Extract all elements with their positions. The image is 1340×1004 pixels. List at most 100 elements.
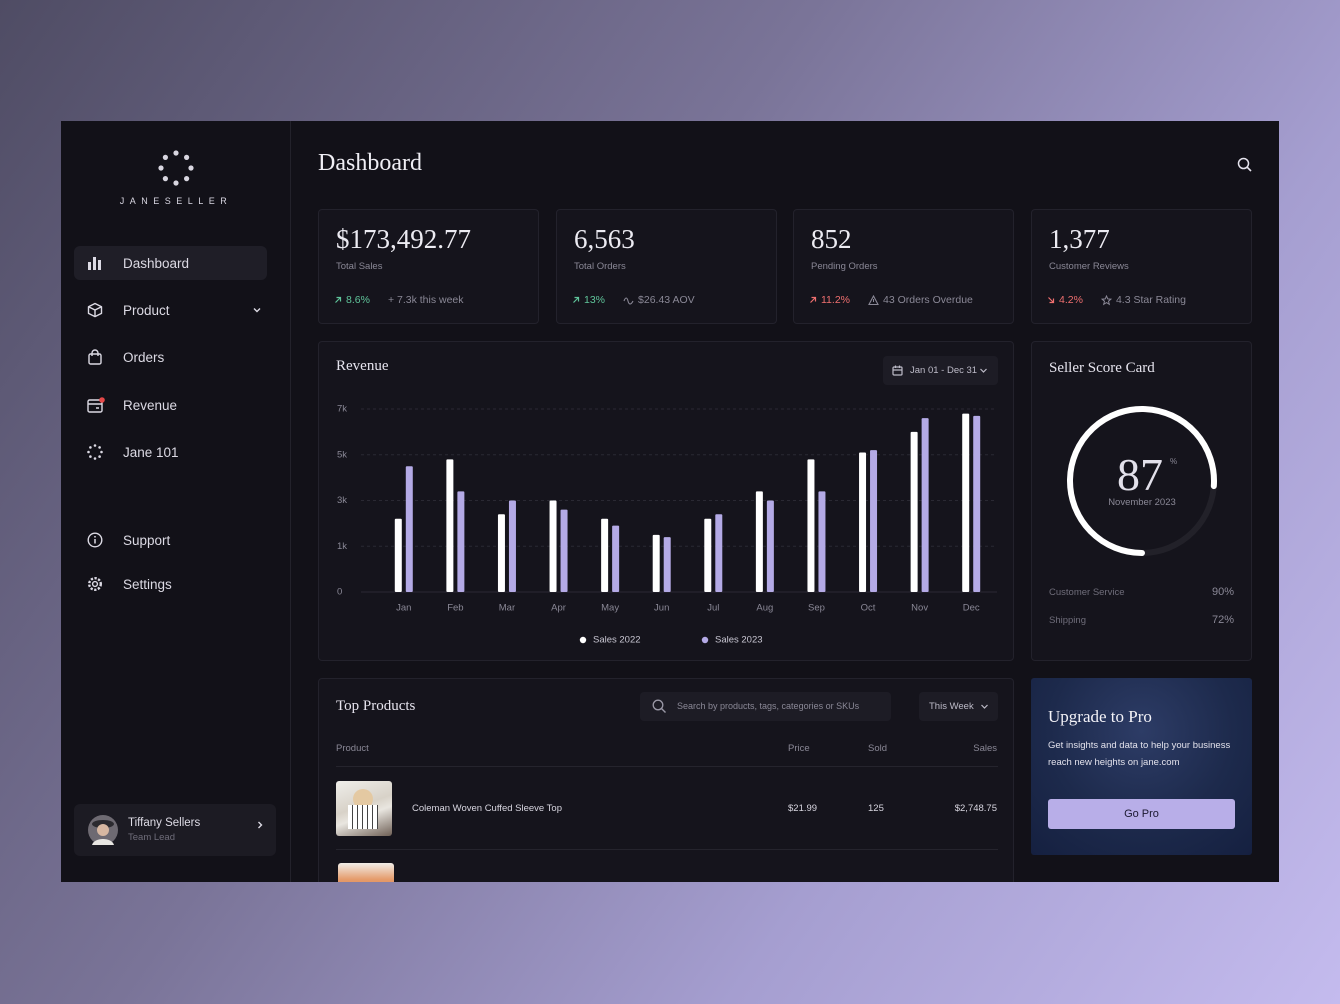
arrow-shape xyxy=(573,296,580,303)
bar xyxy=(394,518,402,592)
brand-name: JANESELLER xyxy=(119,196,233,206)
image-detail xyxy=(353,789,373,809)
x-tick-label: Feb xyxy=(447,603,463,614)
legend-label: Sales 2023 xyxy=(715,635,763,646)
column-header: Sold xyxy=(868,743,888,754)
nav-item[interactable]: Revenue xyxy=(74,388,267,422)
nav-item[interactable]: Settings xyxy=(74,567,267,601)
stat-value: $173,492.77 xyxy=(336,224,471,254)
trend-arrow xyxy=(573,296,580,303)
bar xyxy=(446,459,454,592)
nav-item[interactable]: Product xyxy=(74,293,267,327)
bar xyxy=(870,450,878,592)
metric-name: Shipping xyxy=(1049,615,1086,626)
x-tick-label: Jan xyxy=(396,603,411,614)
score-period: November 2023 xyxy=(1108,497,1176,508)
user-name: Tiffany Sellers xyxy=(128,817,201,829)
nav-label: Jane 101 xyxy=(123,444,179,460)
trend-arrow xyxy=(1048,297,1055,304)
nav-label: Revenue xyxy=(123,397,178,413)
divider xyxy=(336,849,998,850)
bar xyxy=(921,418,929,592)
user-card[interactable]: Tiffany Sellers Team Lead xyxy=(74,804,276,856)
date-range-button[interactable]: Jan 01 - Dec 31 xyxy=(883,356,998,385)
stat-label: Total Orders xyxy=(574,261,626,272)
bar xyxy=(457,491,465,592)
bar xyxy=(807,459,815,592)
nav-item[interactable]: Orders xyxy=(74,340,267,374)
trend-arrow xyxy=(335,296,342,303)
stat-card: 852 Pending Orders 11.2% 43 Orders Overdue xyxy=(793,209,1014,324)
note: $26.43 AOV xyxy=(638,294,695,306)
nav-item[interactable]: Dashboard xyxy=(74,246,267,280)
chevron xyxy=(253,308,261,313)
x-tick-label: Mar xyxy=(499,603,515,614)
revenue-chart: 0 1k 3k 5k 7k Jan Feb Mar Apr May Jun Jul Aug Sep Oct N… xyxy=(337,404,997,646)
legend-label: Sales 2022 xyxy=(593,635,641,646)
bar xyxy=(910,431,918,592)
note: + 7.3k this week xyxy=(387,294,464,306)
nav-label: Support xyxy=(123,532,171,548)
x-tick-label: Nov xyxy=(911,603,928,614)
date-range: Jan 01 - Dec 31 xyxy=(910,365,978,376)
image-detail xyxy=(348,805,378,829)
note-icon xyxy=(623,296,634,305)
icon xyxy=(892,365,903,376)
nav-item[interactable]: Jane 101 xyxy=(74,435,267,469)
sold: 125 xyxy=(868,803,884,814)
bar xyxy=(663,537,671,592)
bar xyxy=(652,534,660,592)
bar xyxy=(715,514,723,592)
score-unit: % xyxy=(1170,457,1178,466)
metric-name: Customer Service xyxy=(1049,587,1125,598)
icon xyxy=(88,257,101,270)
button-label: Go Pro xyxy=(1124,808,1159,820)
card-title: Seller Score Card xyxy=(1049,360,1155,376)
x-tick-label: Apr xyxy=(551,603,566,614)
bar xyxy=(508,500,516,592)
product-image xyxy=(338,863,394,882)
column-header: Price xyxy=(788,743,810,754)
icon xyxy=(87,302,103,318)
product-name: Coleman Woven Cuffed Sleeve Top xyxy=(412,803,562,814)
go-pro-button[interactable]: Go Pro xyxy=(1048,799,1235,829)
top-products-card: Top Products Search by products, tags, c… xyxy=(318,678,1014,882)
bar xyxy=(704,518,712,592)
bar xyxy=(405,466,413,592)
stat-label: Pending Orders xyxy=(811,261,878,272)
icon xyxy=(88,349,102,365)
bar xyxy=(962,413,970,592)
stat-label: Total Sales xyxy=(336,261,383,272)
nav-item[interactable]: Support xyxy=(74,523,267,557)
logo xyxy=(158,150,194,186)
trend-arrow xyxy=(810,296,817,303)
stat-footer: 8.6% + 7.3k this week xyxy=(334,294,464,306)
bar xyxy=(818,491,826,592)
search-box[interactable]: Search by products, tags, categories or … xyxy=(640,692,891,721)
search-icon[interactable] xyxy=(1237,157,1253,173)
nav-label: Orders xyxy=(123,349,165,365)
bar xyxy=(859,452,867,592)
stat-card: $173,492.77 Total Sales 8.6% + 7.3k this we… xyxy=(318,209,539,324)
trend: 4.2% xyxy=(1059,294,1083,306)
y-tick-label: 1k xyxy=(337,541,347,552)
legend-swatch xyxy=(579,636,587,644)
period-dropdown[interactable]: This Week xyxy=(919,692,998,721)
trend: 13% xyxy=(584,294,606,306)
trend: 11.2% xyxy=(821,294,850,306)
x-tick-label: Sep xyxy=(808,603,825,614)
stat-footer: 11.2% 43 Orders Overdue xyxy=(809,294,973,306)
chevron xyxy=(980,368,987,373)
y-tick-label: 5k xyxy=(337,449,347,460)
x-tick-label: Jun xyxy=(654,603,669,614)
score-value: 87 xyxy=(1117,449,1163,500)
chevron xyxy=(981,704,988,709)
divider xyxy=(336,766,998,767)
arrow-shape xyxy=(810,296,817,303)
stat-card: 1,377 Customer Reviews 4.2% 4.3 Star Rating xyxy=(1031,209,1252,324)
bar xyxy=(766,500,774,592)
gauge-arc xyxy=(1067,406,1217,556)
nav-label: Dashboard xyxy=(123,255,190,271)
